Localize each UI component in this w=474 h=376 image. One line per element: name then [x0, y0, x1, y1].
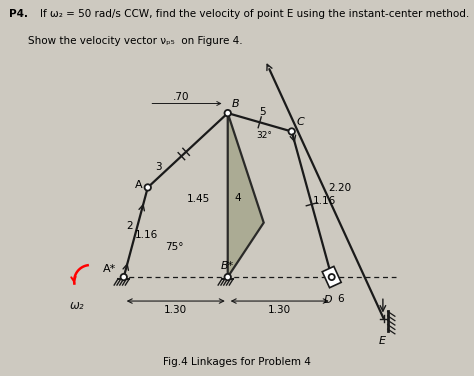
- Text: .70: .70: [173, 92, 190, 102]
- Text: 2: 2: [126, 221, 133, 231]
- Text: C: C: [297, 117, 304, 127]
- Text: 32°: 32°: [256, 131, 272, 140]
- Circle shape: [328, 274, 335, 280]
- Text: If ω₂ = 50 rad/s CCW, find the velocity of point E using the instant-center meth: If ω₂ = 50 rad/s CCW, find the velocity …: [40, 9, 470, 20]
- Text: 6: 6: [337, 294, 344, 305]
- Text: A*: A*: [102, 264, 116, 274]
- Text: B: B: [232, 99, 239, 109]
- Text: 4: 4: [235, 193, 241, 203]
- Circle shape: [289, 128, 295, 135]
- Text: 1.30: 1.30: [164, 305, 187, 315]
- Text: Show the velocity vector νₚ₅  on Figure 4.: Show the velocity vector νₚ₅ on Figure 4…: [28, 36, 243, 46]
- Polygon shape: [322, 266, 341, 288]
- Circle shape: [145, 184, 151, 191]
- Text: 1.16: 1.16: [135, 230, 158, 240]
- Text: 5: 5: [259, 106, 266, 117]
- Text: ω₂: ω₂: [70, 299, 85, 312]
- Text: Fig.4 Linkages for Problem 4: Fig.4 Linkages for Problem 4: [163, 357, 311, 367]
- Circle shape: [225, 110, 231, 116]
- Text: A: A: [135, 180, 142, 190]
- Text: B*: B*: [221, 261, 234, 271]
- Circle shape: [225, 274, 231, 280]
- Polygon shape: [228, 113, 264, 277]
- Text: 1.16: 1.16: [312, 196, 336, 206]
- Text: 1.45: 1.45: [187, 194, 210, 204]
- Circle shape: [120, 274, 127, 280]
- Text: 3: 3: [155, 162, 162, 172]
- Text: 75°: 75°: [165, 242, 184, 252]
- Text: D: D: [323, 295, 332, 305]
- Text: 1.30: 1.30: [268, 305, 292, 315]
- Text: 2.20: 2.20: [328, 183, 351, 193]
- Text: E: E: [379, 336, 385, 346]
- Text: P4.: P4.: [9, 9, 28, 20]
